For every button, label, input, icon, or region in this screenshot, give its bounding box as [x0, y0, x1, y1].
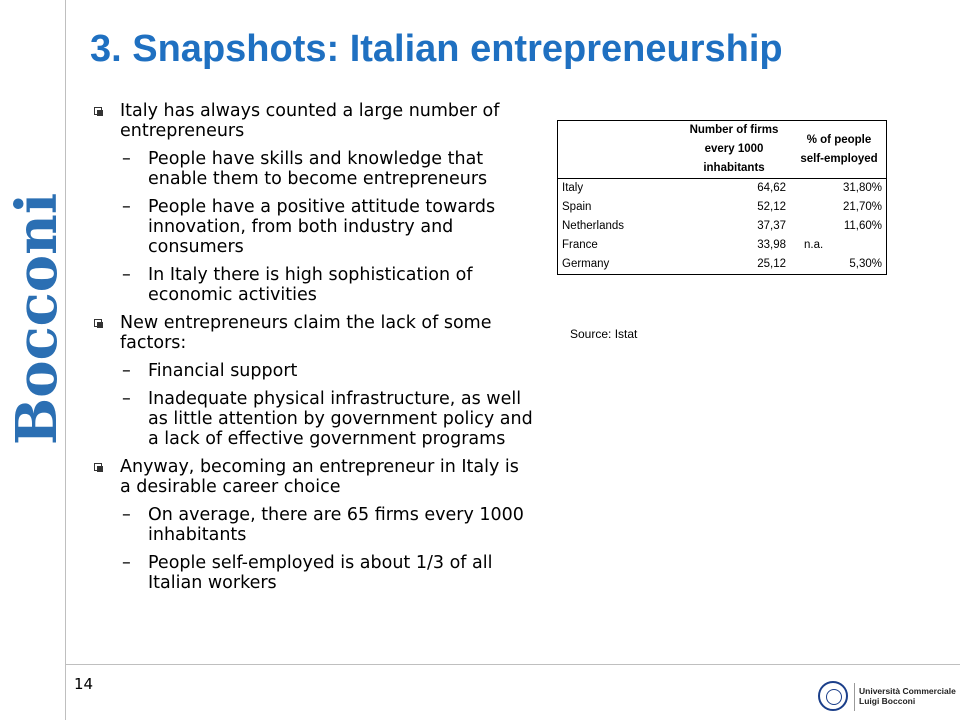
bullet-item: New entrepreneurs claim the lack of some… — [90, 313, 535, 353]
sub-bullet-item: – Financial support — [90, 361, 535, 381]
firms-cell: 52,12 — [757, 201, 786, 213]
self-employed-cell: 31,80% — [842, 182, 882, 194]
bocconi-vertical-logo: Bocconi — [2, 193, 72, 445]
sub-bullet-text: In Italy there is high sophistication of… — [148, 265, 473, 305]
bullet-text: Italy has always counted a large number … — [120, 101, 500, 141]
table-header-cell: Number of firms every 1000 inhabitants — [689, 124, 779, 174]
firms-cell: 64,62 — [757, 182, 786, 194]
country-cell: Spain — [562, 201, 592, 213]
sidebar-divider — [65, 0, 66, 720]
table-header-cell — [558, 121, 677, 179]
sub-bullet-item: – Inadequate physical infrastructure, as… — [90, 389, 535, 449]
bullet-item: Italy has always counted a large number … — [90, 101, 535, 141]
country-cell: Netherlands — [562, 220, 625, 232]
university-logo: Università Commerciale Luigi Bocconi — [818, 681, 960, 717]
logo-separator — [854, 683, 855, 711]
dash-marker: – — [122, 389, 131, 409]
table-row: Netherlands 37,37 11,60% — [558, 217, 887, 236]
page-number: 14 — [74, 675, 94, 693]
table-row: Italy 64,62 31,80% — [558, 179, 887, 199]
dash-marker: – — [122, 197, 131, 217]
firms-cell: 33,98 — [757, 239, 786, 251]
country-cell: Italy — [562, 182, 584, 194]
sub-bullet-item: – People have skills and knowledge that … — [90, 149, 535, 189]
bullet-list: Italy has always counted a large number … — [90, 101, 535, 601]
sub-bullet-text: Inadequate physical infrastructure, as w… — [148, 389, 533, 449]
university-seal-icon — [818, 681, 848, 711]
bullet-text: Anyway, becoming an entrepreneur in Ital… — [120, 457, 519, 497]
table-row: Germany 25,12 5,30% — [558, 255, 887, 275]
sub-bullet-text: People have a positive attitude towards … — [148, 197, 496, 257]
sub-bullet-item: – On average, there are 65 firms every 1… — [90, 505, 535, 545]
country-cell: France — [562, 239, 598, 251]
statistics-table: Number of firms every 1000 inhabitants %… — [557, 120, 887, 275]
firms-cell: 37,37 — [757, 220, 786, 232]
sub-bullet-text: People have skills and knowledge that en… — [148, 149, 488, 189]
slide-title: 3. Snapshots: Italian entrepreneurship — [90, 28, 783, 70]
bocconi-logo-text: Bocconi — [4, 192, 70, 446]
square-bullet-icon — [94, 463, 103, 472]
self-employed-cell: 11,60% — [843, 220, 882, 232]
table-header-row: Number of firms every 1000 inhabitants %… — [557, 121, 887, 179]
firms-cell: 25,12 — [757, 258, 786, 270]
sub-bullet-text: On average, there are 65 firms every 100… — [148, 505, 524, 545]
square-bullet-icon — [94, 107, 103, 116]
sub-bullet-item: – People self-employed is about 1/3 of a… — [90, 553, 535, 593]
bullet-item: Anyway, becoming an entrepreneur in Ital… — [90, 457, 535, 497]
dash-marker: – — [122, 265, 131, 285]
self-employed-cell: 5,30% — [849, 258, 882, 270]
dash-marker: – — [122, 361, 131, 381]
source-note: Source: Istat — [570, 327, 638, 341]
dash-marker: – — [122, 505, 131, 525]
sub-bullet-item: – In Italy there is high sophistication … — [90, 265, 535, 305]
university-name: Università Commerciale Luigi Bocconi — [859, 686, 956, 706]
dash-marker: – — [122, 149, 131, 169]
self-employed-cell: n.a. — [804, 239, 824, 251]
footer-divider — [65, 664, 960, 665]
table-row: Spain 52,12 21,70% — [558, 198, 887, 217]
self-employed-cell: 21,70% — [842, 201, 882, 213]
sub-bullet-text: Financial support — [148, 361, 298, 381]
table-header-cell: % of people self-employed — [800, 133, 878, 165]
university-name-line2: Luigi Bocconi — [859, 696, 916, 706]
square-bullet-icon — [94, 319, 103, 328]
bullet-text: New entrepreneurs claim the lack of some… — [120, 313, 492, 353]
dash-marker: – — [122, 553, 131, 573]
sub-bullet-text: People self-employed is about 1/3 of all… — [148, 553, 493, 593]
university-name-line1: Università Commerciale — [859, 686, 956, 696]
country-cell: Germany — [562, 258, 610, 270]
sub-bullet-item: – People have a positive attitude toward… — [90, 197, 535, 257]
table-row: France 33,98 n.a. — [558, 236, 887, 255]
